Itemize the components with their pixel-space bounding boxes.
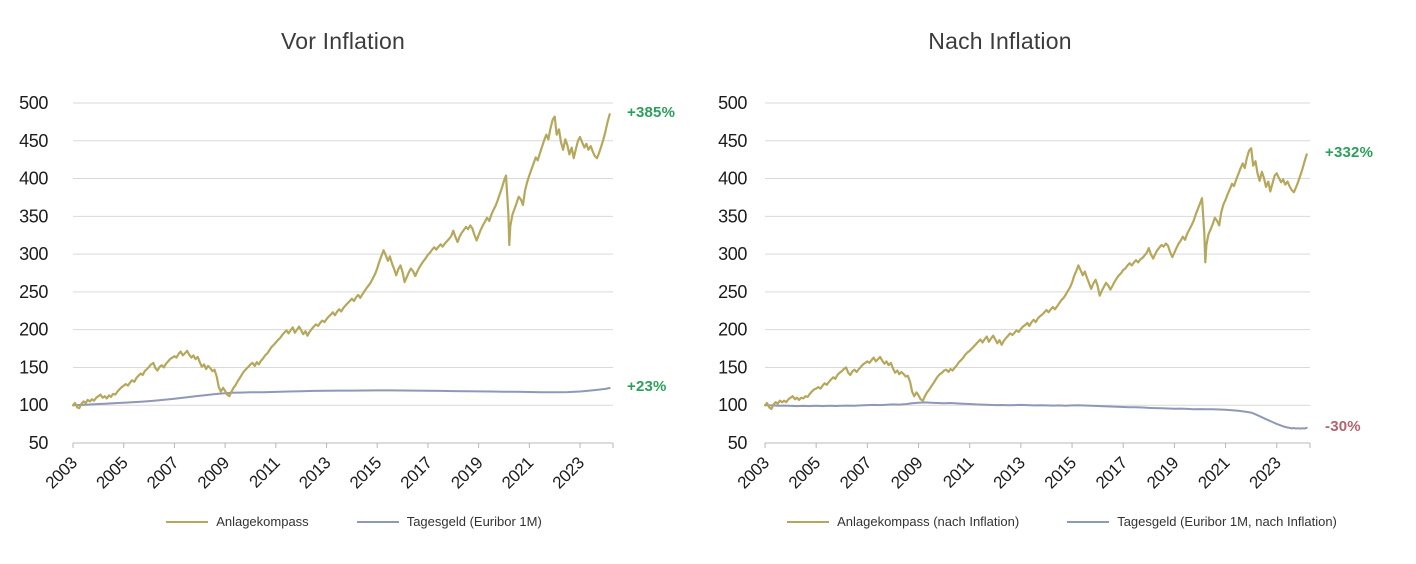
x-tick-label-2015: 2015 — [1041, 453, 1080, 492]
y-tick-label-200: 200 — [19, 320, 48, 340]
chart-vor-inflation: Vor Inflation 50 100 150 200 250 300 350 400 450… — [0, 28, 708, 529]
legend-item-tagesgeld: Tagesgeld (Euribor 1M, nach Inflation) — [1067, 514, 1337, 529]
legend-item-tagesgeld: Tagesgeld (Euribor 1M) — [356, 514, 542, 529]
y-tick-label-50: 50 — [728, 433, 748, 453]
x-tick-label-2017: 2017 — [397, 453, 436, 492]
y-tick-label-300: 300 — [19, 244, 48, 264]
annotation-anlagekompass-return: +385% — [627, 104, 676, 122]
chart-title-vor-inflation: Vor Inflation — [280, 28, 406, 54]
x-tick-label-2003: 2003 — [42, 453, 81, 492]
series-line-anlagekompass-nach-inflation — [763, 147, 1308, 411]
x-tick-label-2011: 2011 — [245, 453, 283, 491]
series-line-tagesgeld-euribor-1m — [72, 387, 611, 407]
x-tick-label-2013: 2013 — [295, 453, 334, 492]
x-tick-label-2009: 2009 — [194, 453, 233, 492]
annotation-anlagekompass-nach-inflation-return: +332% — [1325, 144, 1374, 162]
legend-vor-inflation: Anlagekompass Tagesgeld (Euribor 1M) — [0, 514, 708, 529]
y-tick-label-450: 450 — [718, 131, 747, 151]
x-tick-label-2021: 2021 — [498, 453, 537, 492]
series-line-anlagekompass — [71, 113, 611, 410]
y-tick-label-250: 250 — [19, 282, 48, 302]
y-tick-label-350: 350 — [19, 206, 48, 226]
y-tick-label-400: 400 — [718, 169, 747, 189]
x-tick-label-2023: 2023 — [1246, 453, 1285, 492]
legend-label: Tagesgeld (Euribor 1M, nach Inflation) — [1117, 514, 1337, 529]
legend-line-swatch — [1067, 520, 1110, 523]
legend-line-swatch — [166, 520, 209, 523]
y-tick-label-150: 150 — [718, 357, 747, 377]
chart-nach-inflation: Nach Inflation 50 100 150 200 250 300 350 400 45… — [708, 0, 1416, 564]
y-tick-label-100: 100 — [718, 395, 747, 415]
y-tick-label-50: 50 — [29, 433, 49, 453]
y-tick-label-500: 500 — [718, 93, 747, 113]
legend-label: Anlagekompass (nach Inflation) — [837, 514, 1020, 529]
legend-line-swatch — [787, 520, 830, 523]
plot-area-nach-inflation: 50 100 150 200 250 300 350 400 450 500 2003 2005 200… — [718, 93, 1311, 492]
chart-title-nach-inflation: Nach Inflation — [928, 28, 1072, 54]
plot-area-vor-inflation: 50 100 150 200 250 300 350 400 450 500 2003 2005 200… — [19, 93, 614, 492]
y-tick-label-400: 400 — [19, 169, 48, 189]
x-tick-label-2013: 2013 — [990, 453, 1029, 492]
y-tick-label-200: 200 — [718, 320, 747, 340]
legend-line-swatch — [356, 520, 399, 523]
y-tick-label-350: 350 — [718, 206, 747, 226]
legend-label: Tagesgeld (Euribor 1M) — [406, 514, 542, 529]
legend-item-anlagekompass: Anlagekompass — [166, 514, 309, 529]
x-tick-label-2009: 2009 — [887, 453, 926, 492]
y-tick-label-500: 500 — [19, 93, 48, 113]
y-tick-label-250: 250 — [718, 282, 747, 302]
x-tick-label-2005: 2005 — [92, 453, 131, 492]
legend-nach-inflation: Anlagekompass (nach Inflation) Tagesgeld … — [708, 514, 1416, 529]
x-tick-label-2021: 2021 — [1194, 453, 1233, 492]
y-tick-label-450: 450 — [19, 131, 48, 151]
x-tick-label-2023: 2023 — [549, 453, 588, 492]
annotation-tagesgeld-nach-inflation-return: -30% — [1325, 417, 1361, 435]
legend-label: Anlagekompass — [216, 514, 309, 529]
series-line-tagesgeld-euribor-1m-nach-inflation — [764, 401, 1308, 430]
y-tick-label-100: 100 — [19, 395, 48, 415]
x-tick-label-2007: 2007 — [143, 453, 182, 492]
x-tick-label-2015: 2015 — [346, 453, 385, 492]
x-tick-label-2003: 2003 — [734, 453, 773, 492]
x-tick-label-2019: 2019 — [447, 453, 486, 492]
x-tick-label-2019: 2019 — [1143, 453, 1182, 492]
x-tick-label-2007: 2007 — [836, 453, 875, 492]
x-tick-label-2011: 2011 — [939, 453, 977, 491]
y-tick-label-150: 150 — [19, 357, 48, 377]
x-tick-label-2005: 2005 — [785, 453, 824, 492]
legend-item-anlagekompass: Anlagekompass (nach Inflation) — [787, 514, 1019, 529]
y-tick-label-300: 300 — [718, 244, 747, 264]
annotation-tagesgeld-return: +23% — [627, 377, 667, 395]
x-tick-label-2017: 2017 — [1092, 453, 1131, 492]
